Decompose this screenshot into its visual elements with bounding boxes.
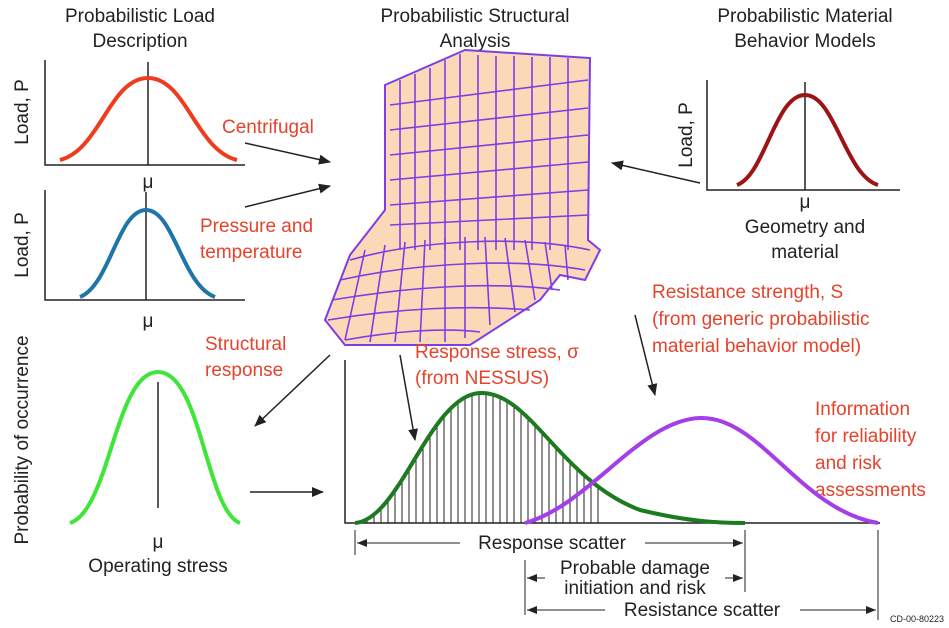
figure-id: CD-00-80223: [890, 614, 944, 624]
scatter-label: Resistance scatter: [624, 600, 781, 621]
mean-label: μ: [143, 311, 154, 332]
annotation: Structural: [205, 334, 286, 355]
scatter-label: initiation and risk: [564, 578, 706, 599]
scatter-label: Response scatter: [478, 533, 627, 554]
blade-mesh: [323, 48, 602, 346]
annotation: Centrifugal: [222, 117, 314, 138]
material-panel: μ Geometry and material Load, P: [676, 80, 900, 263]
annotation: (from NESSUS): [415, 368, 549, 389]
title: Probabilistic Material: [717, 6, 892, 27]
caption: material: [771, 242, 839, 263]
title: Probabilistic Structural: [380, 6, 569, 27]
annotation: (from generic probabilistic: [652, 309, 870, 330]
arrows: [244, 142, 701, 497]
annotation: temperature: [200, 242, 302, 263]
title: Analysis: [440, 31, 511, 52]
mean-label: μ: [800, 192, 811, 213]
title: Probabilistic Load: [65, 6, 215, 27]
annotation: Resistance strength, S: [652, 282, 843, 303]
interference-plot: Response scatter Probable damage initiat…: [344, 360, 880, 621]
annotation: and risk: [815, 453, 882, 474]
pressure-panel: μ Load, P: [12, 190, 245, 332]
annotation: Response stress, σ: [415, 342, 579, 363]
caption: Operating stress: [88, 556, 227, 577]
annotation: Information: [815, 399, 910, 420]
axis-label: Probability of occurrence: [12, 335, 33, 544]
mean-label: μ: [153, 532, 164, 553]
title: Behavior Models: [734, 31, 876, 52]
annotation: material behavior model): [652, 336, 861, 357]
operating-panel: μ Operating stress Probability of occurr…: [12, 335, 241, 577]
axis-label: Load, P: [12, 79, 33, 145]
axis-label: Load, P: [12, 212, 33, 278]
axis-label: Load, P: [676, 102, 697, 168]
caption: Geometry and: [745, 217, 865, 238]
annotation: for reliability: [815, 426, 917, 447]
annotation: assessments: [815, 480, 926, 501]
annotation: response: [205, 360, 283, 381]
centrifugal-panel: μ Load, P: [12, 60, 245, 193]
annotation: Pressure and: [200, 216, 313, 237]
mean-label: μ: [143, 172, 154, 193]
title: Description: [92, 31, 187, 52]
scatter-label: Probable damage: [560, 558, 710, 579]
